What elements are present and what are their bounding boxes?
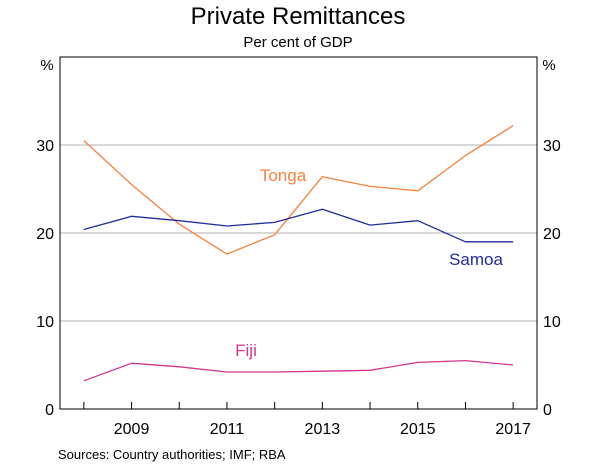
gridlines <box>60 144 537 322</box>
sources-note: Sources: Country authorities; IMF; RBA <box>58 447 286 462</box>
series-label-fiji: Fiji <box>235 341 257 360</box>
x-tick-label-2009: 2009 <box>114 421 150 438</box>
x-tick-labels: 2009 2011 2013 2015 2017 <box>114 421 531 438</box>
plot-area <box>59 56 538 410</box>
y-tick-label-left-30: 30 <box>36 138 54 155</box>
y-tick-label-left-0: 0 <box>45 402 54 419</box>
plot-frame <box>59 56 538 410</box>
y-tick-label-left-20: 20 <box>36 226 54 243</box>
y-unit-right: % <box>542 57 555 74</box>
series-label-samoa: Samoa <box>449 250 503 269</box>
y-tick-labels-left: 0 10 20 30 <box>36 138 54 419</box>
series-label-tonga: Tonga <box>260 166 307 185</box>
series-lines <box>83 125 514 382</box>
y-tick-labels-right: 0 10 20 30 <box>543 138 561 419</box>
series-line-fiji <box>83 359 514 382</box>
chart-subtitle: Per cent of GDP <box>243 34 352 51</box>
y-tick-label-right-10: 10 <box>543 314 561 331</box>
y-tick-label-right-20: 20 <box>543 226 561 243</box>
x-tick-label-2013: 2013 <box>305 421 341 438</box>
chart-title: Private Remittances <box>191 3 406 30</box>
series-line-samoa <box>83 208 514 243</box>
y-unit-left: % <box>40 57 53 74</box>
series-line-tonga <box>83 125 514 255</box>
y-tick-label-right-30: 30 <box>543 138 561 155</box>
x-tick-label-2011: 2011 <box>210 421 245 438</box>
x-tick-marks <box>83 402 514 409</box>
x-tick-label-2015: 2015 <box>400 421 436 438</box>
y-tick-label-right-0: 0 <box>543 402 552 419</box>
y-tick-label-left-10: 10 <box>36 314 54 331</box>
x-tick-label-2017: 2017 <box>495 421 531 438</box>
